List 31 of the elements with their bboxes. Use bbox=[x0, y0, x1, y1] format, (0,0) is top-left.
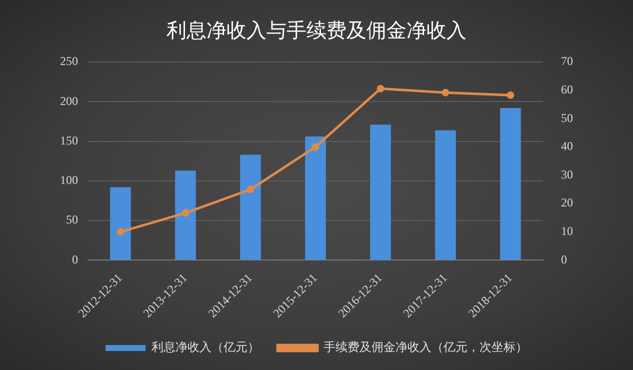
y-tick-label: 200 bbox=[60, 94, 78, 108]
bar bbox=[110, 187, 131, 260]
legend-label: 手续费及佣金净收入（亿元，次坐标） bbox=[324, 340, 528, 354]
point bbox=[506, 91, 514, 99]
y-tick-label: 250 bbox=[60, 54, 78, 68]
point bbox=[182, 209, 190, 217]
point bbox=[312, 143, 320, 151]
bar bbox=[240, 154, 261, 260]
y2-tick-label: 30 bbox=[561, 167, 573, 182]
y2-tick-label: 20 bbox=[561, 196, 573, 210]
y2-tick-label: 60 bbox=[561, 82, 573, 96]
bar bbox=[175, 170, 196, 260]
point bbox=[246, 186, 254, 194]
y-tick-label: 150 bbox=[60, 133, 78, 148]
y-tick-label: 50 bbox=[66, 212, 78, 227]
y2-tick-label: 40 bbox=[561, 139, 573, 154]
point bbox=[116, 228, 124, 236]
point bbox=[376, 84, 384, 92]
y2-tick-label: 0 bbox=[561, 252, 567, 266]
point bbox=[442, 88, 450, 96]
bar bbox=[305, 136, 326, 260]
bar bbox=[370, 124, 391, 260]
y2-tick-label: 50 bbox=[561, 110, 573, 125]
y-tick-label: 100 bbox=[60, 173, 78, 188]
legend-label: 利息净收入（亿元） bbox=[152, 340, 260, 354]
y-tick-label: 0 bbox=[72, 252, 78, 266]
bar bbox=[435, 130, 456, 260]
y2-tick-label: 10 bbox=[561, 224, 573, 238]
bar bbox=[500, 108, 521, 260]
y2-tick-label: 70 bbox=[561, 54, 573, 68]
chart-title: 利息净收入与手续费及佣金净收入 bbox=[166, 18, 466, 42]
